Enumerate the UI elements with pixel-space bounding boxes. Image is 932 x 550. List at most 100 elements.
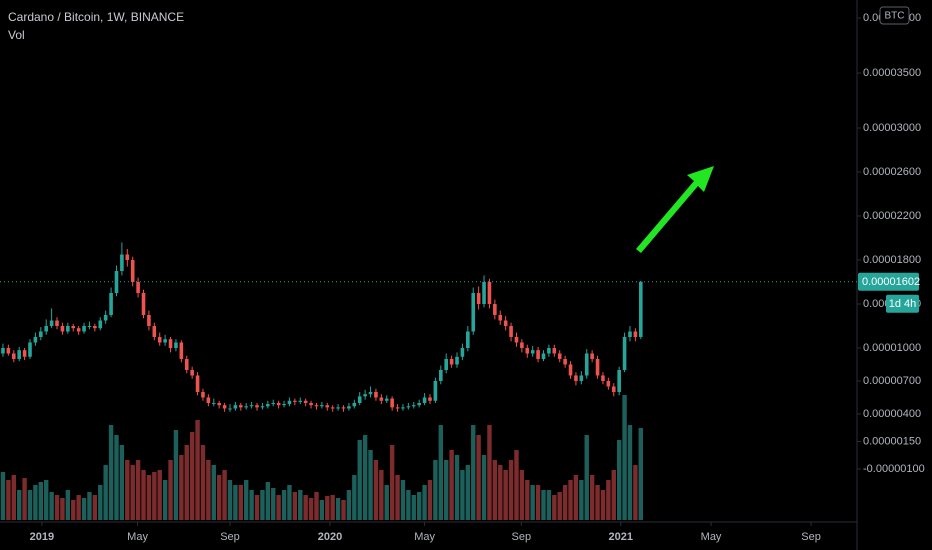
candle-body (422, 397, 427, 403)
volume-bar (503, 470, 508, 520)
currency-badge (879, 6, 910, 25)
volume-bar (292, 492, 298, 520)
volume-bar (638, 428, 643, 520)
last-price-box (858, 272, 919, 291)
candle-body (228, 408, 232, 410)
volume-bar (303, 495, 308, 520)
candle-body (179, 342, 184, 359)
volume-bar (611, 470, 616, 520)
volume-bar (287, 485, 292, 520)
volume-bar (622, 395, 627, 520)
candle-body (417, 402, 421, 406)
candle-body (76, 328, 81, 332)
countdown-label: 1d 4h (889, 298, 917, 310)
volume-bar (135, 460, 141, 520)
volume-bar (108, 425, 114, 520)
candle-body (201, 391, 205, 398)
y-tick-label: 0.00000400 (863, 408, 921, 420)
candle-body (168, 339, 173, 348)
candle-body (282, 404, 286, 406)
candle-body (482, 281, 486, 304)
candle-body (428, 397, 432, 401)
candle-body (1, 347, 5, 354)
volume-bar (465, 465, 471, 520)
candle-body (325, 405, 330, 408)
candle-body (260, 406, 265, 408)
candle-body (49, 320, 54, 326)
candle-body (293, 400, 297, 402)
candle-body (55, 320, 59, 326)
volume-bar (319, 500, 325, 520)
candle-body (206, 397, 211, 403)
volume-bar (141, 470, 146, 520)
candle-body (6, 347, 11, 354)
candle-body (460, 347, 465, 357)
volume-bar (481, 455, 487, 520)
volume-bar (249, 490, 254, 520)
candle-body (363, 394, 367, 397)
candle-body (341, 407, 346, 409)
candle-body (17, 350, 21, 359)
candle-body (28, 342, 32, 357)
candle-body (455, 356, 459, 365)
candle-body (368, 391, 373, 395)
volume-bar (206, 460, 211, 520)
volume-bar (487, 425, 492, 520)
last-price-label: 0.00001602 (862, 276, 920, 288)
candle-body (266, 404, 270, 407)
volume-bar (87, 492, 92, 520)
volume-bar (211, 465, 216, 520)
x-tick-label: 2021 (609, 531, 633, 543)
candle-body (184, 358, 189, 370)
y-tick-label: 0.00002600 (863, 166, 921, 178)
volume-bar (60, 498, 65, 520)
candle-body (93, 325, 97, 329)
volume-bar (416, 492, 422, 520)
candle-body (601, 375, 605, 381)
volume-bar (0, 472, 6, 520)
plot-area (0, 242, 643, 520)
volume-bar (125, 460, 130, 520)
x-tick-label: 2020 (318, 531, 342, 543)
candle-body (357, 396, 362, 403)
candle-body (466, 331, 470, 348)
candle-body (330, 407, 335, 409)
candle-body (66, 325, 70, 332)
candle-body (33, 336, 38, 343)
y-tick-label: 0.00003500 (863, 67, 921, 79)
volume-bar (222, 470, 227, 520)
candle-body (174, 342, 178, 348)
candle-body (390, 398, 394, 408)
candle-body (87, 325, 92, 327)
volume-bar (519, 470, 525, 520)
candle-body (536, 350, 540, 359)
volume-bar (271, 488, 276, 520)
candle-body (530, 350, 535, 354)
volume-bar (152, 472, 157, 520)
x-tick-label: Sep (220, 531, 240, 543)
candle-body (255, 405, 259, 408)
x-tick-label: 2019 (30, 531, 54, 543)
candle-body (444, 358, 449, 370)
x-tick-label: Sep (801, 531, 821, 543)
candle-body (379, 397, 384, 401)
candle-body (347, 406, 351, 409)
volume-bar (65, 490, 71, 520)
candle-body (271, 402, 276, 405)
volume-bar (492, 460, 498, 520)
volume-bar (568, 480, 573, 520)
volume-bar (308, 498, 314, 520)
candle-body (547, 347, 551, 354)
overlay: 0.00001602 1d 4h BTC (0, 6, 920, 313)
candle-body (336, 407, 340, 409)
volume-bar (373, 460, 379, 520)
volume-bar (379, 470, 384, 520)
volume-bar (314, 492, 319, 520)
volume-bar (27, 490, 33, 520)
volume-bar (422, 485, 427, 520)
volume-bar (395, 475, 400, 520)
candle-body (590, 353, 594, 359)
volume-bar (449, 450, 454, 520)
candle-body (563, 358, 567, 365)
